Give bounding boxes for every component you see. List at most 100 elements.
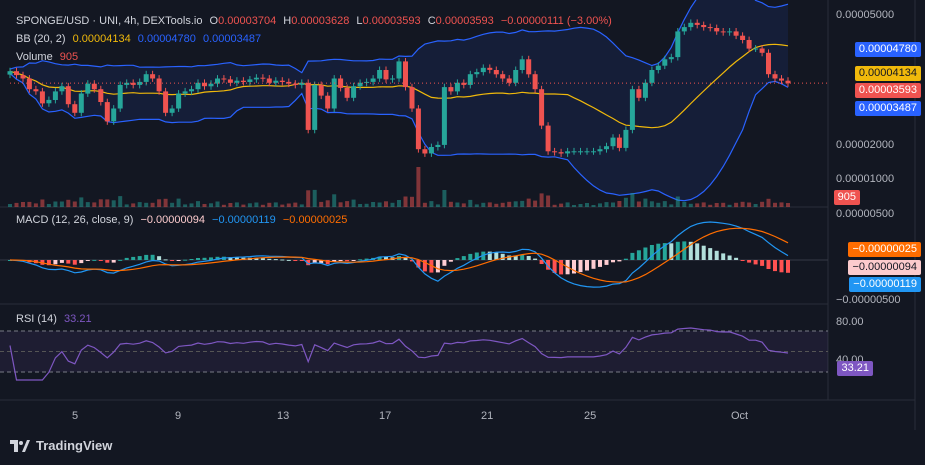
volume-bar — [760, 201, 765, 207]
macd-histogram-bar — [494, 252, 499, 260]
bb-legend: BB (20, 2) 0.00004134 0.00004780 0.00003… — [16, 33, 265, 45]
candle-body — [396, 61, 402, 79]
candle-body — [571, 151, 577, 153]
candle-body — [331, 78, 337, 109]
candle-body — [253, 77, 259, 80]
candle-body — [377, 70, 383, 79]
price-tick-3: 0.00001000 — [836, 173, 895, 185]
volume-bar — [189, 203, 194, 207]
candle-body — [539, 89, 545, 126]
volume-bar — [306, 190, 311, 208]
macd-label[interactable]: MACD (12, 26, close, 9) — [16, 214, 134, 226]
candle-body — [117, 84, 123, 109]
price-tick-2: 0.00002000 — [836, 139, 895, 151]
volume-bar — [461, 203, 466, 207]
volume-bar — [124, 204, 129, 207]
candle-body — [383, 70, 389, 80]
macd-legend: MACD (12, 26, close, 9) −0.00000094 −0.0… — [16, 214, 351, 226]
bb-lower-line — [9, 72, 789, 202]
tradingview-logo[interactable]: TradingView — [10, 438, 112, 453]
macd-histogram-bar — [753, 260, 758, 265]
candle-body — [14, 71, 19, 76]
macd-histogram-bar — [760, 260, 765, 266]
macd-histogram-bar — [507, 255, 512, 260]
candle-body — [338, 78, 344, 88]
macd-histogram-bar — [189, 259, 194, 260]
macd-histogram-bar — [209, 257, 213, 260]
candle-body — [597, 149, 603, 152]
volume-bar — [552, 204, 557, 208]
candle-body — [143, 74, 149, 82]
volume-bar — [708, 204, 713, 207]
macd-histogram-bar — [669, 243, 674, 260]
macd-histogram-bar — [740, 260, 745, 261]
volume-legend: Volume 905 — [16, 51, 82, 63]
candle-body — [779, 78, 784, 81]
macd-histogram-bar — [623, 258, 628, 260]
volume-bar — [85, 202, 90, 207]
candle-body — [208, 83, 214, 87]
candle-body — [150, 74, 156, 79]
macd-histogram-bar — [533, 258, 538, 260]
candle-body — [441, 87, 447, 145]
candle-body — [357, 82, 363, 87]
volume-bar — [734, 202, 739, 208]
rsi-tick-80: 80.00 — [836, 316, 864, 328]
macd-histogram-bar — [461, 256, 466, 260]
macd-histogram-bar — [734, 257, 739, 260]
volume-bar — [377, 202, 382, 207]
candle-body — [681, 27, 687, 32]
volume-bar — [604, 202, 609, 207]
candle-body — [610, 137, 616, 147]
candle-body — [746, 40, 752, 49]
candle-body — [33, 89, 39, 92]
volume-bar — [636, 201, 641, 207]
macd-histogram-bar — [474, 252, 479, 260]
volume-bar — [131, 203, 136, 207]
volume-bar — [559, 203, 564, 207]
macd-histogram-bar — [131, 256, 136, 260]
volume-bar — [487, 202, 492, 207]
candle-body — [266, 78, 272, 83]
candle-body — [130, 82, 136, 85]
macd-tick-2: −0.00000500 — [836, 294, 901, 306]
macd-histogram-bar — [98, 260, 103, 261]
macd-histogram-bar — [559, 260, 564, 275]
rsi-label[interactable]: RSI (14) — [16, 313, 57, 325]
volume-bar — [572, 205, 576, 207]
macd-histogram-bar — [260, 258, 265, 260]
macd-histogram-bar — [377, 256, 382, 260]
volume-label[interactable]: Volume — [16, 51, 53, 63]
candle-body — [552, 151, 558, 153]
macd-histogram-bar — [786, 260, 790, 273]
volume-bar — [105, 199, 110, 207]
candle-body — [364, 81, 370, 83]
volume-bar — [623, 197, 628, 208]
brand-label: TradingView — [36, 438, 113, 453]
volume-bar — [260, 204, 265, 208]
symbol-label[interactable]: SPONGE/USD · UNI, 4h, DEXTools.io — [16, 15, 203, 27]
volume-bar — [578, 204, 583, 207]
candle-body — [591, 151, 596, 153]
candle-body — [409, 87, 415, 109]
volume-bar — [675, 196, 680, 207]
macd-histogram-bar — [500, 253, 505, 260]
volume-bar — [358, 204, 363, 207]
volume-bar — [695, 203, 700, 207]
macd-histogram-bar — [539, 260, 544, 264]
macd-line — [9, 221, 789, 288]
candle-body — [182, 91, 188, 94]
candle-body — [260, 77, 266, 79]
macd-histogram-bar — [228, 257, 233, 260]
volume-bar — [565, 202, 570, 207]
volume-bar — [662, 201, 667, 207]
candle-body — [78, 93, 84, 113]
bb-label[interactable]: BB (20, 2) — [16, 33, 66, 45]
macd-histogram-bar — [66, 260, 71, 264]
macd-histogram-bar — [345, 260, 350, 262]
volume-bar — [59, 201, 64, 207]
candle-body — [52, 91, 58, 100]
macd-histogram-bar — [312, 260, 317, 264]
macd-tick-1: 0.00000500 — [836, 208, 895, 220]
